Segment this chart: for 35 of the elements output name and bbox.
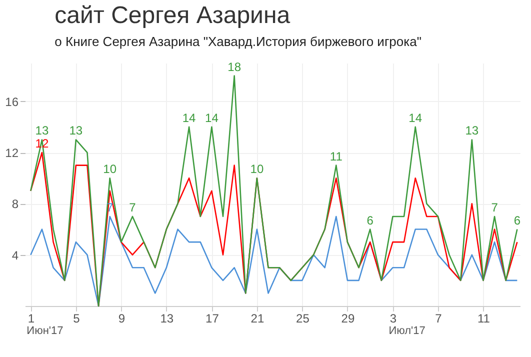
data-label: 14: [182, 110, 196, 125]
text: Июл'17: [388, 325, 426, 337]
data-label: 10: [250, 162, 264, 176]
data-label: 7: [129, 200, 136, 214]
text: Июн'17: [26, 325, 64, 337]
data-label: 14: [408, 110, 422, 125]
data-label: 6: [366, 213, 374, 228]
data-label: 13: [465, 124, 479, 138]
x-tick-label: 9: [118, 312, 126, 326]
data-label: 14: [205, 110, 219, 125]
x-tick-label: 5: [73, 312, 80, 326]
chart-title: сайт Сергея Азарина: [54, 2, 291, 29]
data-label: 6: [514, 213, 521, 228]
x-tick-label: 3: [390, 312, 397, 326]
y-tick-label: 4: [12, 248, 19, 262]
y-tick-label: 8: [12, 197, 19, 212]
chart-subtitle: о Книге Сергея Азарина "Хавард.История биржевого игрока": [54, 34, 422, 49]
x-tick-label: 25: [296, 312, 310, 326]
data-label: 13: [69, 124, 83, 138]
x-tick-label: 7: [435, 312, 442, 326]
x-tick-label: 13: [160, 312, 174, 326]
line-series: [30, 75, 518, 307]
x-tick-label: 17: [206, 312, 220, 326]
x-tick-label: 29: [341, 312, 355, 326]
data-label: 10: [103, 162, 117, 176]
x-tick-label: 11: [477, 312, 490, 326]
x-tick-label: 1: [28, 312, 35, 326]
y-tick-label: 16: [5, 94, 19, 109]
x-tick-label: 21: [250, 312, 264, 326]
data-label: 13: [35, 124, 49, 138]
data-label: 7: [491, 200, 498, 214]
data-label: 18: [228, 60, 242, 74]
line-series: [30, 216, 518, 307]
data-label: 11: [330, 149, 343, 164]
y-tick-label: 12: [5, 146, 19, 160]
